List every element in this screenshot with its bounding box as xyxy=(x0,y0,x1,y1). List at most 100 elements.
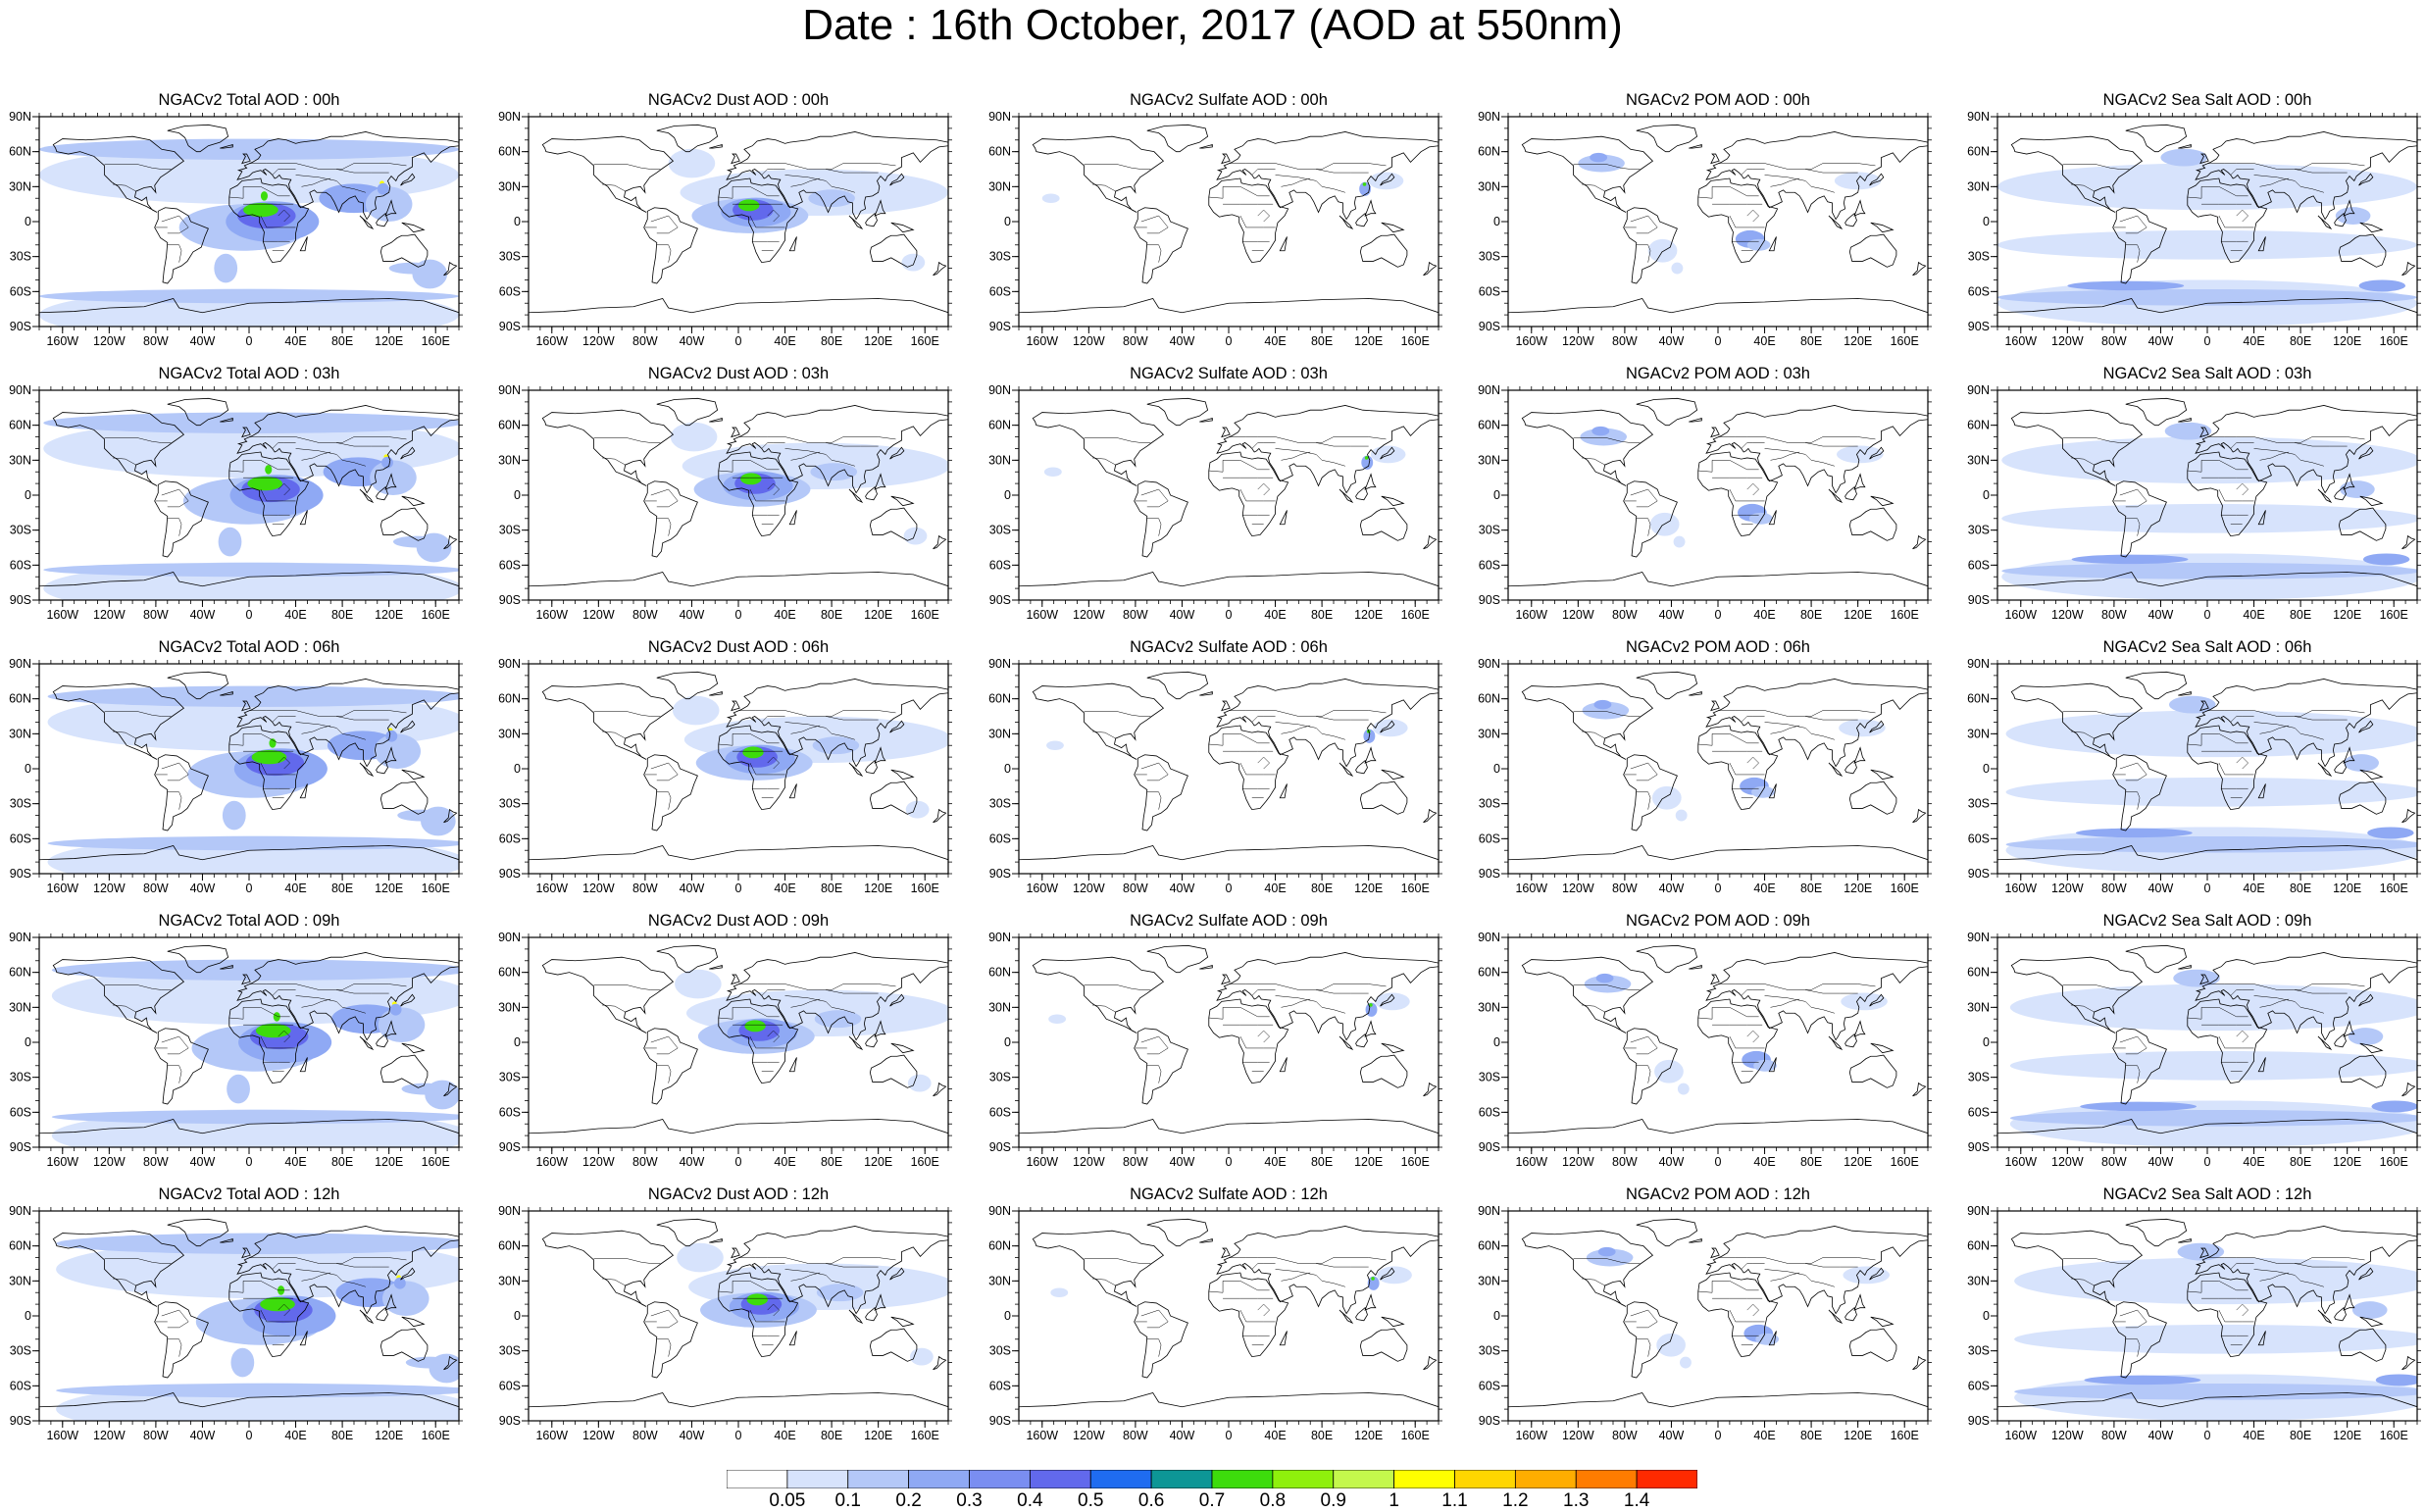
country-border xyxy=(1251,1263,1276,1270)
colorbar-label: 0.9 xyxy=(1320,1490,1346,1511)
coastline xyxy=(890,222,915,233)
coastline xyxy=(236,131,459,221)
lat-tick-label: 0 xyxy=(1493,488,1500,502)
lon-tick-label: 0 xyxy=(246,334,253,348)
lon-tick-label: 160W xyxy=(2004,882,2037,895)
lat-tick-label: 90S xyxy=(10,1414,31,1428)
lon-tick-label: 40W xyxy=(1659,1155,1685,1169)
coastline xyxy=(848,215,864,230)
colorbar-label: 1 xyxy=(1389,1490,1399,1511)
country-border xyxy=(2119,488,2147,508)
coastline xyxy=(1208,1272,1289,1358)
coastline xyxy=(788,236,797,252)
coastline xyxy=(1221,153,1231,165)
panel-title: NGACv2 Sea Salt AOD : 06h xyxy=(2102,638,2312,656)
aod-contour xyxy=(742,746,764,759)
coastline xyxy=(1221,974,1231,985)
coastline xyxy=(400,993,416,1007)
lat-tick-label: 90S xyxy=(10,593,31,607)
country-border xyxy=(738,983,896,990)
lon-tick-label: 120E xyxy=(864,882,892,895)
coastline xyxy=(1710,153,1720,165)
aod-field xyxy=(39,937,459,1147)
coastline xyxy=(1199,1238,1213,1243)
coastline xyxy=(1359,1328,1408,1362)
lat-tick-label: 0 xyxy=(1983,488,1990,502)
lon-tick-label: 40W xyxy=(2148,608,2174,622)
lon-tick-label: 80W xyxy=(1123,608,1148,622)
coastline xyxy=(1019,298,1439,327)
aod-contour xyxy=(43,562,459,578)
country-border xyxy=(1208,186,1270,199)
coastline xyxy=(39,572,459,600)
country-border xyxy=(601,1278,626,1286)
coastline xyxy=(1705,952,1928,1041)
country-border xyxy=(2295,442,2348,447)
country-border xyxy=(1729,488,1765,502)
coastline xyxy=(2112,1301,2167,1379)
lat-tick-label: 60S xyxy=(10,1379,31,1392)
aod-contour xyxy=(1647,238,1678,263)
lon-tick-label: 0 xyxy=(735,1155,742,1169)
aod-map: 160W 120W 80W 40W 0 40E 80E 120E 160E 90N 60N 30N 0 3… xyxy=(1967,110,2421,348)
lon-tick-label: 160W xyxy=(535,334,568,348)
coastline xyxy=(933,1082,947,1097)
coastline xyxy=(241,1247,251,1259)
coastline xyxy=(1146,671,1209,700)
coastline xyxy=(401,1316,426,1328)
coastline xyxy=(384,473,397,490)
aod-field xyxy=(1997,937,2417,1147)
aod-map: 160W 120W 80W 40W 0 40E 80E 120E 160E 90N 60N 30N 0 3… xyxy=(988,383,1442,622)
lon-tick-label: 80E xyxy=(2290,608,2311,622)
coastline xyxy=(236,405,459,494)
coastline xyxy=(865,759,878,775)
lon-tick-label: 160E xyxy=(911,608,939,622)
lon-tick-label: 80W xyxy=(2101,608,2127,622)
aod-map: 160W 120W 80W 40W 0 40E 80E 120E 160E 90N 60N 30N 0 3… xyxy=(498,1204,952,1442)
coastline xyxy=(443,1082,458,1097)
lat-tick-label: 90N xyxy=(498,383,521,397)
coastline xyxy=(376,212,388,227)
country-border xyxy=(1581,731,1605,739)
lon-tick-label: 80E xyxy=(1800,882,1822,895)
country-border xyxy=(1573,1258,1641,1264)
country-border xyxy=(167,791,182,810)
lat-tick-label: 30N xyxy=(988,1274,1011,1287)
lon-tick-label: 120E xyxy=(1354,1429,1383,1442)
lon-tick-label: 160E xyxy=(1401,1155,1430,1169)
colorbar-label: 0.5 xyxy=(1078,1490,1104,1511)
coastline xyxy=(1146,397,1209,427)
coastline xyxy=(726,679,948,768)
lat-tick-label: 30S xyxy=(499,1071,521,1084)
coastline xyxy=(228,451,310,537)
lat-tick-label: 60S xyxy=(499,1379,521,1392)
coastline xyxy=(2010,409,2144,486)
country-border xyxy=(1257,1303,1270,1317)
aod-map: 160W 120W 80W 40W 0 40E 80E 120E 160E 90N 60N 30N 0 3… xyxy=(9,1204,463,1442)
lon-tick-label: 80E xyxy=(1800,1155,1822,1169)
country-border xyxy=(1316,989,1369,994)
coastline xyxy=(1339,215,1354,230)
aod-field xyxy=(529,937,948,1147)
country-border xyxy=(1805,442,1858,447)
country-border xyxy=(1746,209,1759,223)
country-border xyxy=(1630,1309,1658,1329)
map-background xyxy=(1508,1211,1928,1421)
country-border xyxy=(1581,183,1605,192)
lat-tick-label: 90S xyxy=(10,1140,31,1154)
country-border xyxy=(2259,177,2290,187)
lon-tick-label: 40W xyxy=(2148,882,2174,895)
lat-tick-label: 60N xyxy=(1967,966,1990,980)
lon-tick-label: 120E xyxy=(375,1155,403,1169)
coastline xyxy=(1508,298,1928,327)
panel-title: NGACv2 Dust AOD : 06h xyxy=(647,638,830,656)
aod-field xyxy=(1508,1211,1928,1421)
aod-contour xyxy=(2164,422,2212,440)
country-border xyxy=(2119,215,2147,234)
aod-contour xyxy=(214,253,238,283)
aod-contour xyxy=(230,1347,255,1378)
coastline xyxy=(39,298,459,327)
panel-title: NGACv2 Sea Salt AOD : 09h xyxy=(2102,912,2312,930)
colorbar-swatch xyxy=(847,1470,910,1488)
coastline xyxy=(874,473,886,490)
